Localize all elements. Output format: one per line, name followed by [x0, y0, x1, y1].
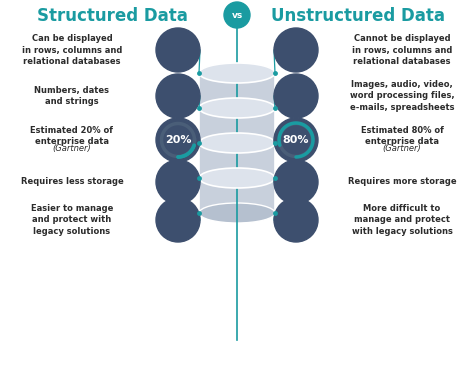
- Text: Requires less storage: Requires less storage: [21, 177, 123, 187]
- Circle shape: [156, 74, 200, 118]
- Text: (Gartner): (Gartner): [53, 144, 91, 152]
- Text: Easier to manage
and protect with
legacy solutions: Easier to manage and protect with legacy…: [31, 204, 113, 236]
- Circle shape: [156, 198, 200, 242]
- Circle shape: [274, 198, 318, 242]
- Polygon shape: [199, 143, 275, 178]
- Polygon shape: [199, 178, 275, 213]
- Polygon shape: [199, 108, 275, 143]
- Circle shape: [156, 118, 200, 162]
- Text: Numbers, dates
and strings: Numbers, dates and strings: [35, 86, 109, 106]
- Ellipse shape: [199, 168, 275, 188]
- Ellipse shape: [199, 63, 275, 83]
- Text: Images, audio, video,
word processing files,
e-mails, spreadsheets: Images, audio, video, word processing fi…: [350, 80, 454, 112]
- Text: vs: vs: [231, 11, 243, 20]
- Text: Can be displayed
in rows, columns and
relational databases: Can be displayed in rows, columns and re…: [22, 34, 122, 66]
- Text: More difficult to
manage and protect
with legacy solutions: More difficult to manage and protect wit…: [352, 204, 453, 236]
- Text: Estimated 80% of
enterprise data: Estimated 80% of enterprise data: [361, 125, 444, 146]
- Text: Estimated 20% of
enterprise data: Estimated 20% of enterprise data: [30, 125, 113, 146]
- Circle shape: [274, 28, 318, 72]
- Text: Cannot be displayed
in rows, columns and
relational databases: Cannot be displayed in rows, columns and…: [352, 34, 452, 66]
- Ellipse shape: [199, 203, 275, 223]
- Text: Structured Data: Structured Data: [36, 7, 187, 25]
- Text: (Gartner): (Gartner): [383, 144, 421, 152]
- Text: 20%: 20%: [165, 135, 191, 145]
- Ellipse shape: [199, 133, 275, 153]
- Circle shape: [274, 118, 318, 162]
- Text: Requires more storage: Requires more storage: [348, 177, 456, 187]
- Text: 80%: 80%: [283, 135, 309, 145]
- Polygon shape: [199, 73, 275, 108]
- Circle shape: [156, 160, 200, 204]
- Circle shape: [274, 160, 318, 204]
- Circle shape: [274, 74, 318, 118]
- Ellipse shape: [199, 98, 275, 118]
- Circle shape: [224, 2, 250, 28]
- Circle shape: [156, 28, 200, 72]
- Text: Unstructured Data: Unstructured Data: [271, 7, 445, 25]
